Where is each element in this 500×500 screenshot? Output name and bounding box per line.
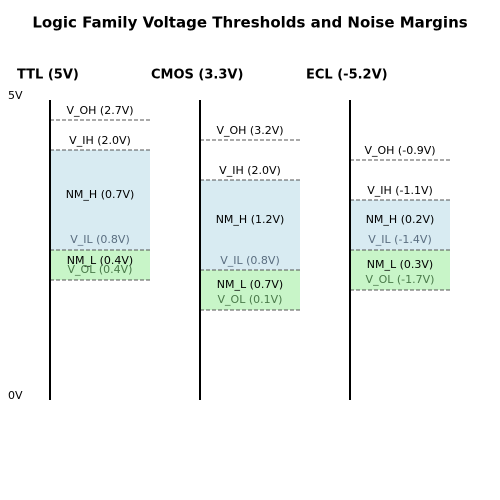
v-ih-label: V_IH (-1.1V) [367, 184, 433, 197]
nm-l-label: NM_L (0.4V) [67, 254, 133, 267]
low-margin [200, 270, 300, 310]
column-header: ECL (-5.2V) [306, 68, 388, 83]
high-margin [200, 180, 300, 270]
title: Logic Family Voltage Thresholds and Nois… [32, 14, 467, 32]
v-oh-label: V_OH (-0.9V) [364, 144, 435, 157]
nm-h-label: NM_H (0.7V) [66, 188, 135, 201]
top-label: 5V [8, 89, 23, 102]
v-ih-label: V_IH (2.0V) [219, 164, 281, 177]
column-header: TTL (5V) [17, 68, 79, 83]
nm-h-label: NM_H (0.2V) [366, 213, 435, 226]
v-oh-label: V_OH (2.7V) [66, 104, 133, 117]
v-il-label: V_IL (0.8V) [70, 233, 130, 246]
v-ol-label: V_OL (-1.7V) [366, 273, 435, 286]
v-il-label: V_IL (-1.4V) [368, 233, 431, 246]
v-il-label: V_IL (0.8V) [220, 254, 280, 267]
nm-l-label: NM_L (0.3V) [367, 258, 433, 271]
high-margin [50, 150, 150, 250]
v-ih-label: V_IH (2.0V) [69, 134, 131, 147]
low-margin [350, 250, 450, 290]
low-margin [50, 250, 150, 280]
column-header: CMOS (3.3V) [151, 68, 243, 83]
v-ol-label: V_OL (0.4V) [68, 263, 133, 276]
v-ol-label: V_OL (0.1V) [218, 293, 283, 306]
high-margin [350, 200, 450, 250]
nm-h-label: NM_H (1.2V) [216, 213, 285, 226]
nm-l-label: NM_L (0.7V) [217, 278, 283, 291]
v-oh-label: V_OH (3.2V) [216, 124, 283, 137]
bottom-label: 0V [8, 389, 23, 402]
